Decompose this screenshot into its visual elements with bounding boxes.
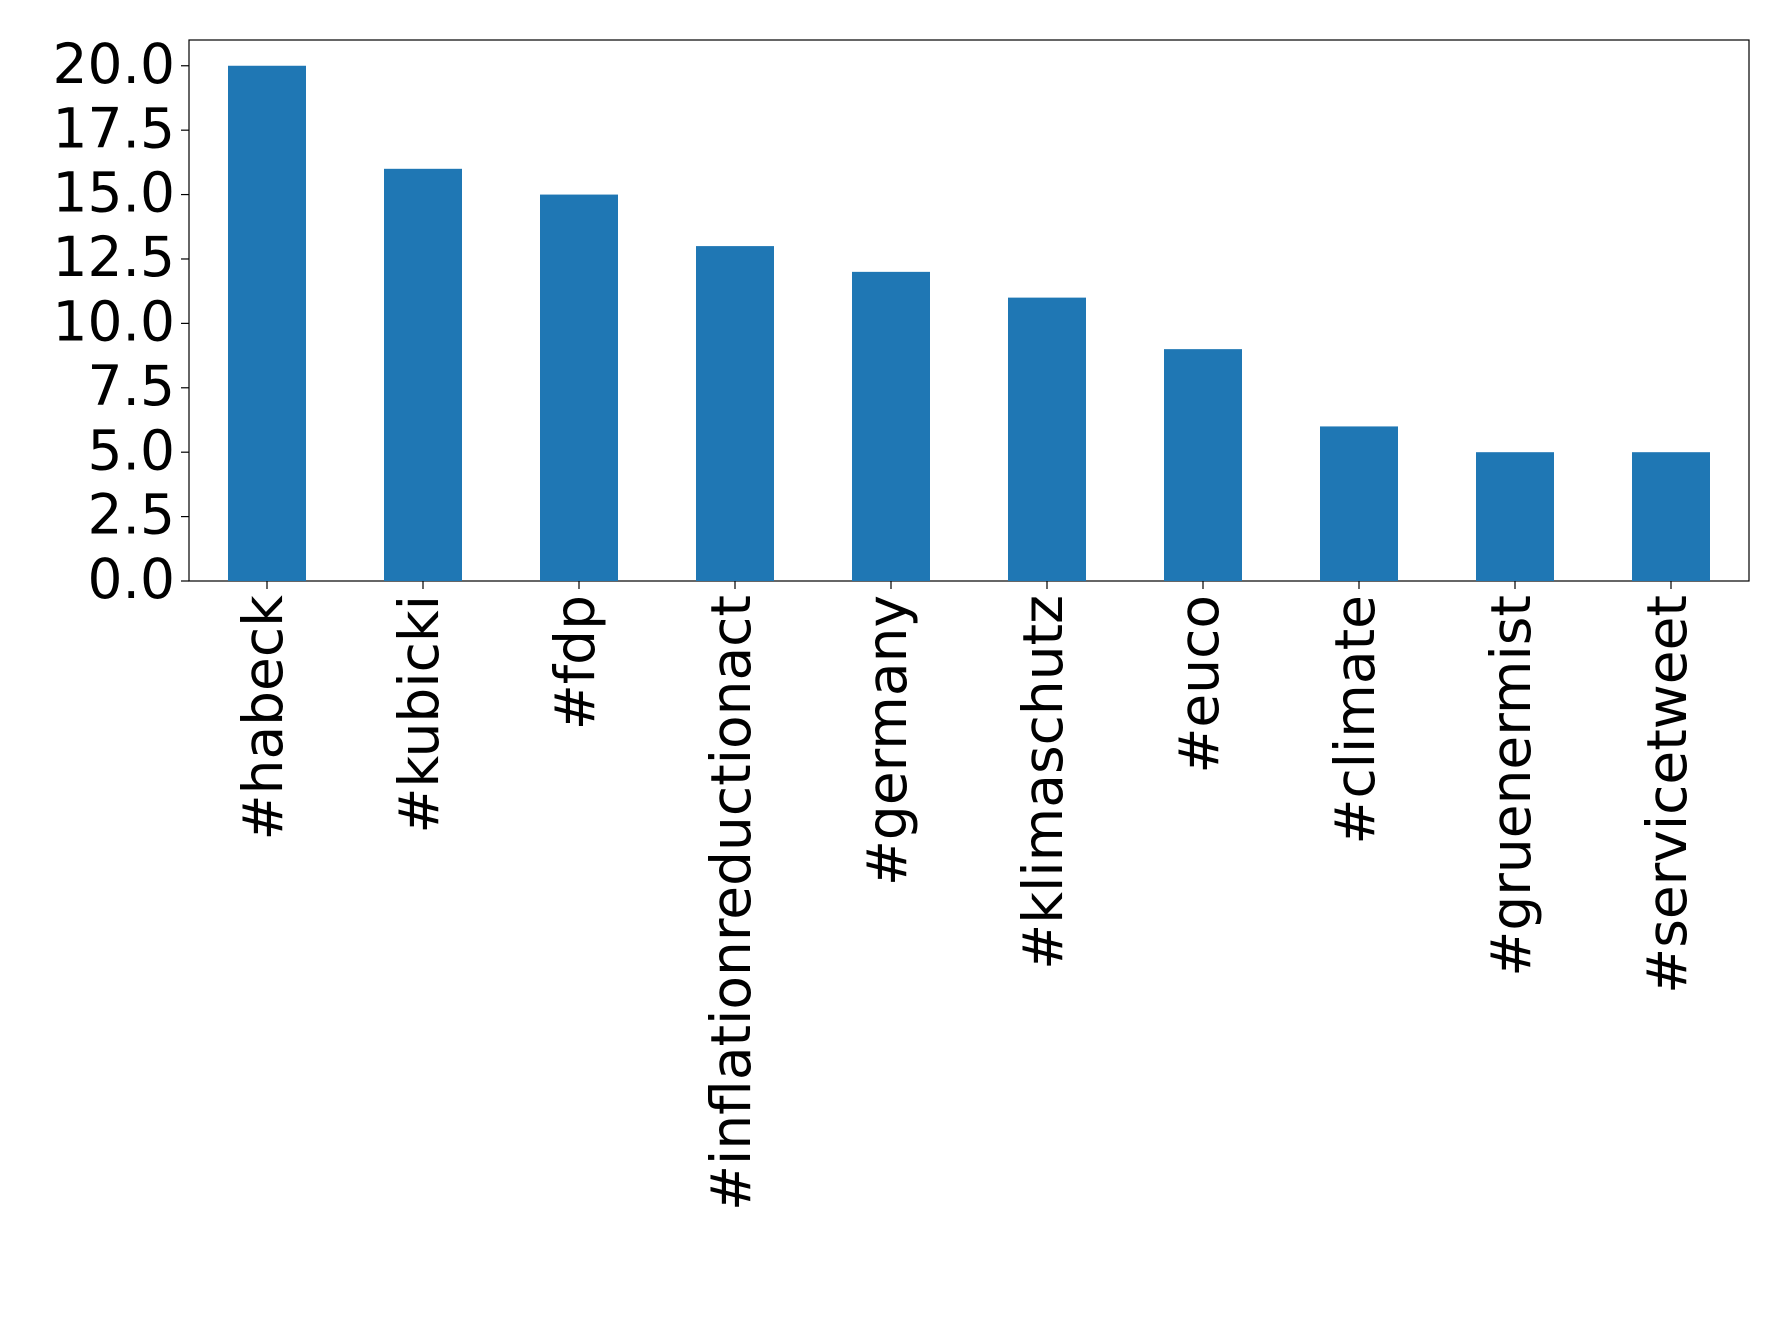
y-tick-label: 15.0 (53, 161, 175, 225)
x-tick-label: #germany (855, 595, 919, 886)
y-tick-label: 5.0 (88, 418, 175, 482)
y-tick-label: 10.0 (53, 290, 175, 354)
bar (384, 168, 462, 582)
x-tick-label: #klimaschutz (1011, 595, 1075, 970)
x-tick-label: #climate (1323, 595, 1387, 845)
y-tick-label: 20.0 (53, 32, 175, 96)
x-tick-label: #inflationreductionact (699, 595, 763, 1211)
x-tick-label: #servicetweet (1635, 595, 1699, 994)
y-tick-label: 2.5 (88, 483, 175, 547)
bar (1008, 297, 1086, 581)
bar (1164, 349, 1242, 581)
bar (540, 194, 618, 582)
bar (1476, 452, 1554, 581)
bar (696, 246, 774, 581)
y-tick-label: 12.5 (53, 225, 175, 289)
x-tick-label: #kubicki (387, 595, 451, 834)
x-tick-label: #fdp (543, 595, 607, 730)
x-tick-label: #euco (1167, 595, 1231, 774)
y-tick-label: 17.5 (53, 96, 175, 160)
y-tick-label: 7.5 (88, 354, 175, 418)
bar (852, 271, 930, 581)
bar (1632, 452, 1710, 581)
bar (1320, 426, 1398, 581)
plot-frame (188, 39, 1750, 582)
bar (228, 65, 306, 581)
x-tick-label: #gruenermist (1479, 595, 1543, 977)
x-tick-label: #habeck (231, 595, 295, 841)
y-tick-label: 0.0 (88, 547, 175, 611)
